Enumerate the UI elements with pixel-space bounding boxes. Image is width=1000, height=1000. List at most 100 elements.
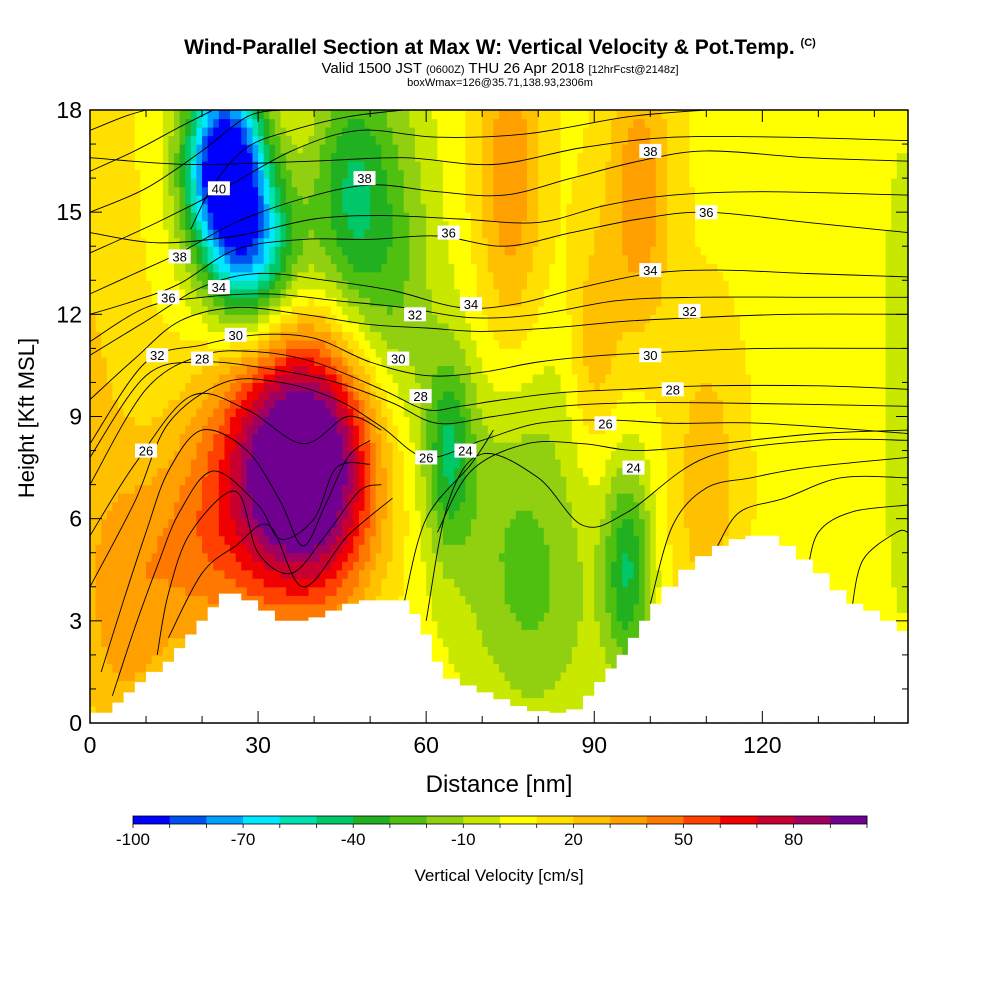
field-cell	[269, 322, 276, 332]
field-cell	[129, 288, 136, 298]
field-cell	[174, 569, 181, 579]
field-cell	[157, 416, 164, 426]
field-cell	[101, 161, 108, 171]
field-cell	[274, 586, 282, 596]
field-cell	[386, 118, 394, 128]
field-cell	[465, 220, 472, 230]
field-cell	[448, 612, 455, 622]
field-cell	[431, 578, 438, 588]
field-cell	[364, 569, 371, 579]
field-cell	[123, 110, 130, 120]
field-cell	[202, 390, 209, 401]
field-cell	[269, 373, 276, 384]
field-cell	[274, 382, 282, 392]
field-cell	[392, 501, 399, 511]
field-cell	[274, 212, 282, 222]
field-cell	[101, 535, 108, 545]
field-cell	[426, 135, 433, 145]
field-cell	[274, 237, 282, 247]
field-cell	[364, 484, 371, 494]
field-cell	[465, 365, 472, 375]
field-cell	[185, 578, 192, 588]
field-cell	[134, 671, 142, 682]
field-cell	[392, 322, 399, 332]
field-cell	[202, 135, 209, 145]
field-cell	[190, 467, 198, 477]
field-cell	[162, 280, 170, 290]
field-cell	[302, 135, 310, 145]
field-cell	[420, 118, 427, 128]
field-cell	[218, 425, 226, 435]
field-cell	[286, 322, 293, 332]
field-cell	[448, 425, 455, 435]
field-cell	[465, 654, 472, 664]
field-cell	[168, 144, 175, 154]
field-cell	[280, 373, 287, 384]
field-cell	[437, 178, 444, 188]
field-cell	[370, 229, 377, 239]
field-cell	[207, 450, 214, 460]
field-cell	[129, 663, 136, 673]
field-cell	[190, 186, 198, 196]
field-cell	[168, 152, 175, 162]
field-cell	[409, 450, 416, 460]
field-cell	[258, 195, 265, 205]
field-cell	[241, 229, 248, 239]
field-cell	[459, 254, 466, 264]
field-cell	[420, 246, 427, 256]
field-cell	[409, 476, 416, 486]
field-cell	[263, 425, 270, 435]
field-cell	[179, 612, 186, 622]
field-cell	[157, 331, 164, 341]
field-cell	[190, 416, 198, 426]
field-cell	[112, 229, 119, 239]
field-cell	[235, 144, 242, 154]
field-cell	[364, 476, 371, 486]
field-cell	[386, 212, 394, 222]
field-cell	[330, 535, 338, 545]
field-cell	[112, 459, 119, 469]
field-cell	[157, 578, 164, 588]
field-cell	[414, 527, 422, 537]
field-cell	[314, 229, 321, 239]
field-cell	[258, 399, 265, 409]
field-cell	[258, 271, 265, 281]
field-cell	[106, 203, 114, 213]
field-cell	[308, 544, 315, 554]
field-cell	[218, 467, 226, 477]
field-cell	[403, 178, 410, 188]
field-cell	[224, 450, 231, 460]
field-cell	[146, 254, 153, 264]
field-cell	[291, 578, 298, 588]
field-cell	[151, 569, 158, 579]
field-cell	[353, 407, 360, 418]
field-cell	[325, 161, 332, 171]
field-cell	[420, 288, 427, 298]
field-cell	[179, 459, 186, 469]
field-cell	[274, 535, 282, 545]
field-cell	[353, 322, 360, 332]
field-cell	[364, 382, 371, 392]
field-cell	[454, 629, 461, 639]
field-cell	[392, 144, 399, 154]
field-cell	[196, 612, 203, 622]
field-cell	[459, 459, 466, 469]
field-cell	[118, 365, 125, 375]
field-cell	[381, 433, 388, 443]
field-cell	[342, 237, 349, 247]
field-cell	[336, 578, 343, 588]
field-cell	[140, 467, 147, 477]
field-cell	[218, 305, 226, 315]
field-cell	[263, 603, 270, 613]
field-cell	[381, 510, 388, 520]
field-cell	[476, 544, 483, 554]
field-cell	[230, 195, 237, 205]
field-cell	[106, 195, 114, 205]
field-cell	[190, 127, 198, 137]
field-cell	[112, 569, 119, 579]
field-cell	[442, 561, 450, 571]
field-cell	[437, 382, 444, 392]
field-cell	[258, 212, 265, 222]
field-cell	[308, 246, 315, 256]
field-cell	[168, 467, 175, 477]
